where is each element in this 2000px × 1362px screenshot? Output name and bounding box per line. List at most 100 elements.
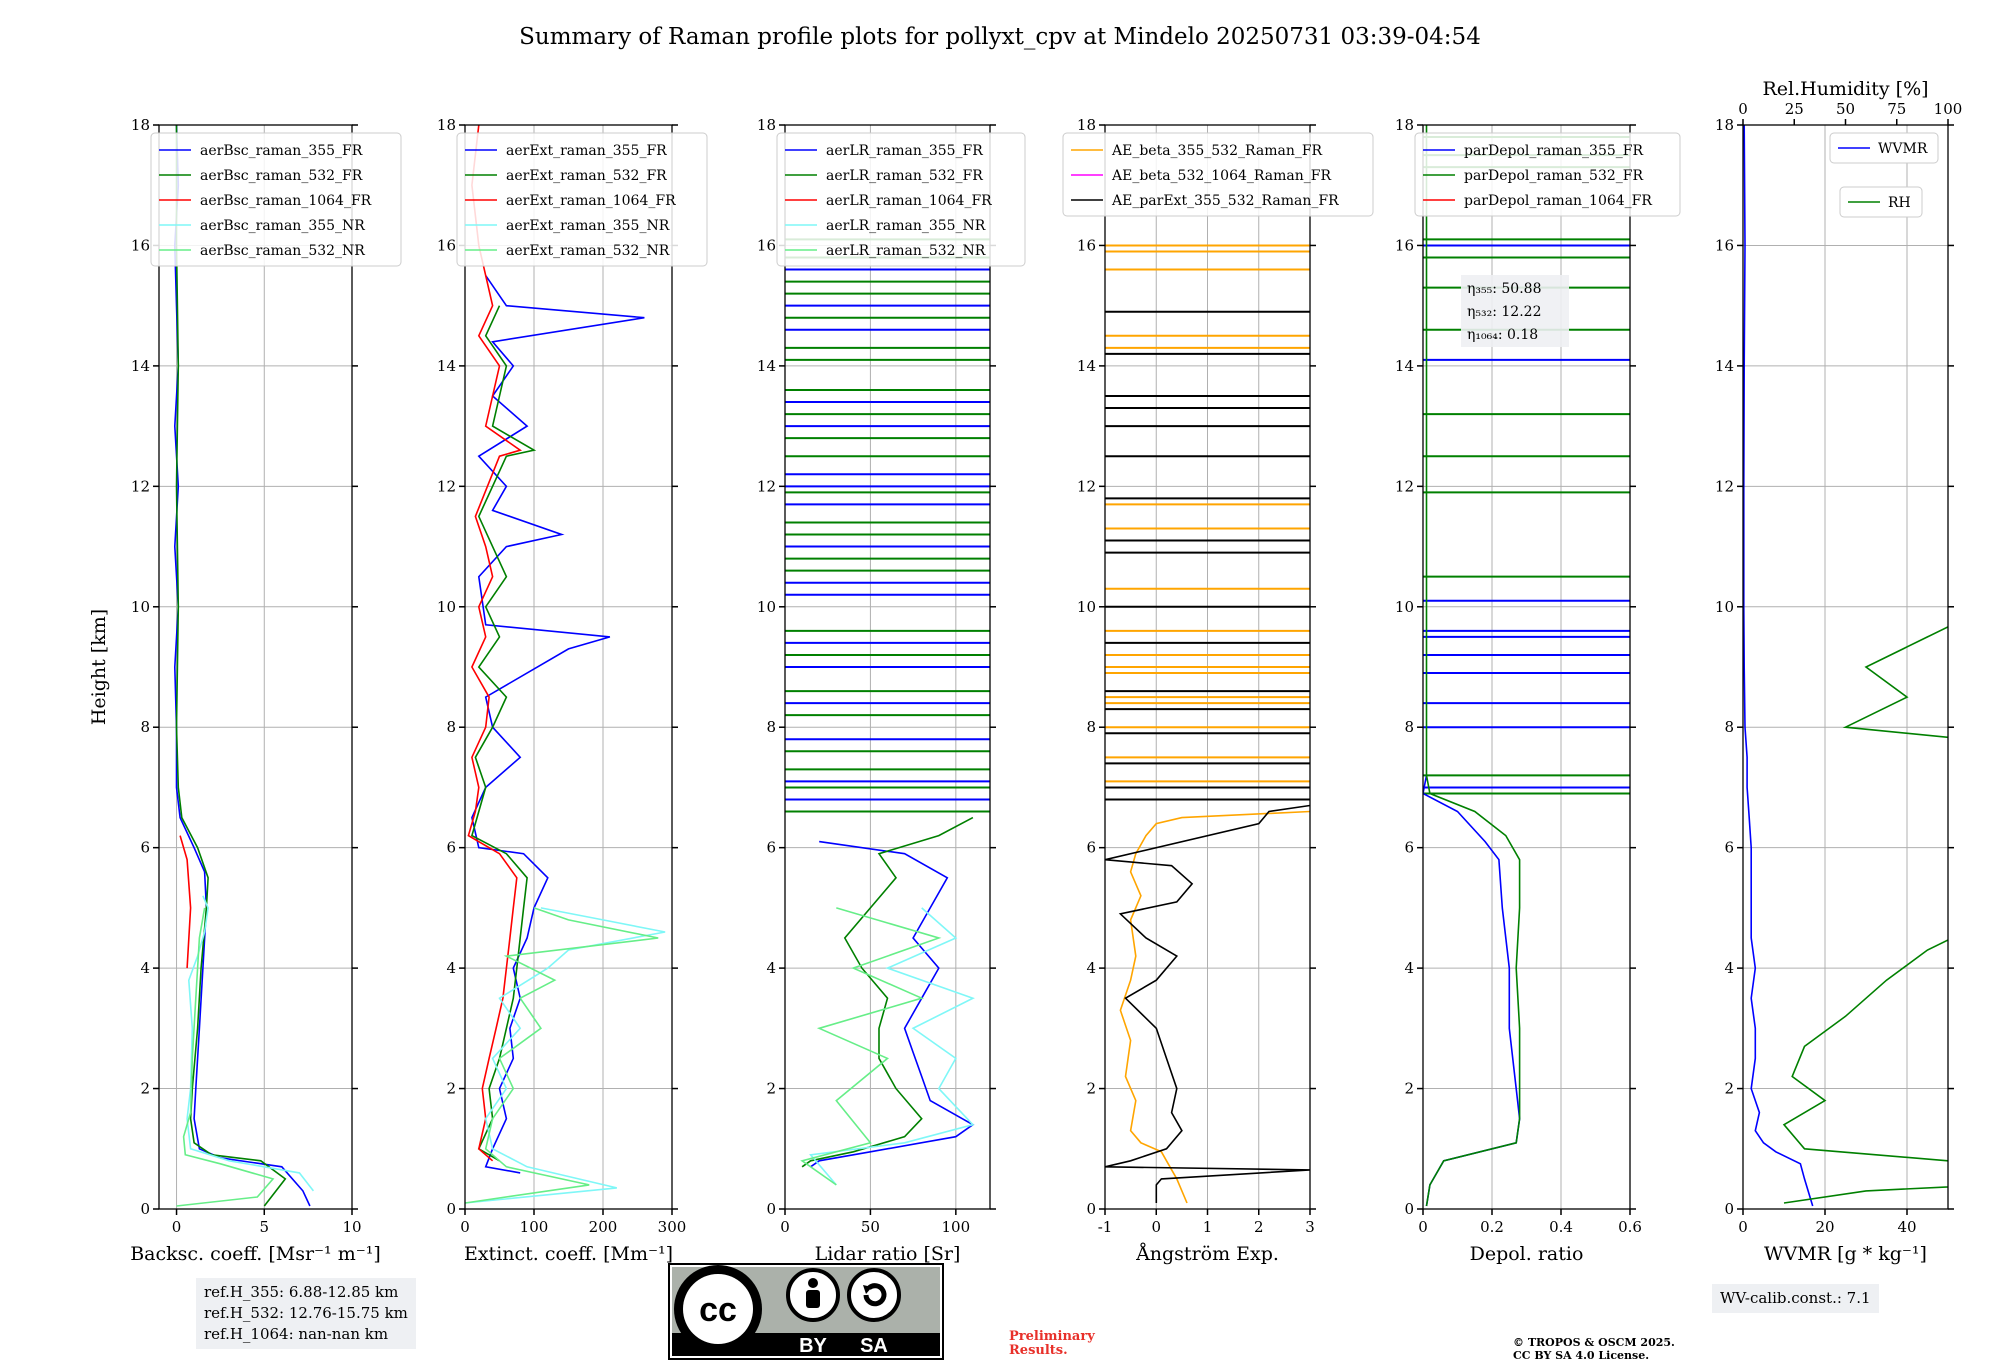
legend-label: aerLR_raman_355_NR	[826, 218, 986, 234]
series-aerLR_raman_355_FR	[810, 840, 975, 1168]
x2-tick-label: 75	[1887, 100, 1906, 118]
y-tick-label: 10	[1077, 598, 1096, 616]
y-tick-label: 8	[1724, 718, 1734, 736]
x-axis-label: WVMR [g * kg⁻¹]	[1764, 1243, 1927, 1265]
x-tick-label: 100	[520, 1218, 549, 1236]
y-tick-label: 8	[1404, 718, 1414, 736]
reference-height-note: ref.H_355: 6.88-12.85 km ref.H_532: 12.7…	[196, 1278, 416, 1349]
refh-532: ref.H_532: 12.76-15.75 km	[204, 1304, 408, 1322]
plot-area-lr	[785, 238, 990, 1186]
wv-calib-const: WV-calib.const.: 7.1	[1720, 1289, 1871, 1307]
y-tick-label: 8	[1086, 718, 1096, 736]
y-tick-label: 12	[1395, 477, 1414, 495]
annotation-line: η₃₅₅: 50.88	[1467, 281, 1541, 297]
x-tick-label: 40	[1897, 1218, 1916, 1236]
legend-depol: parDepol_raman_355_FR parDepol_raman_532_…	[1414, 132, 1681, 217]
y-tick-label: 4	[140, 959, 150, 977]
y-tick-label: 14	[1395, 357, 1414, 375]
y-tick-label: 4	[766, 959, 776, 977]
legend-label: aerLR_raman_532_NR	[826, 243, 986, 259]
x-axis-label: Ångström Exp.	[1135, 1243, 1279, 1265]
axes-frame	[784, 124, 991, 1210]
y-tick-label: 10	[1395, 598, 1414, 616]
copyright-note: © TROPOS & OSCM 2025. CC BY SA 4.0 Licen…	[1513, 1336, 1675, 1362]
y-tick-label: 4	[1404, 959, 1414, 977]
series-aerBsc_raman_532_FR	[175, 125, 287, 1207]
series-aerExt_raman_355_NR	[465, 907, 666, 1204]
y-tick-label: 12	[1077, 477, 1096, 495]
legend-rh: RH	[1839, 186, 1923, 218]
y-tick-label: 0	[446, 1200, 456, 1218]
axes-frame	[1422, 124, 1631, 1210]
by-label: BY	[799, 1335, 827, 1357]
x-tick-label: 5	[259, 1218, 269, 1236]
y-tick-label: 8	[446, 718, 456, 736]
legend-label: RH	[1888, 195, 1911, 211]
x-axis-label: Extinct. coeff. [Mm⁻¹]	[464, 1243, 673, 1265]
y-tick-label: 2	[1724, 1080, 1734, 1098]
y-tick-label: 8	[766, 718, 776, 736]
series-aerBsc_raman_1064_FR	[179, 835, 192, 969]
sa-share-icon	[847, 1268, 901, 1322]
y-tick-label: 0	[766, 1200, 776, 1218]
legend-ae: AE_beta_355_532_Raman_FR AE_beta_532_1064…	[1062, 132, 1374, 217]
y-tick-label: 18	[437, 116, 456, 134]
x-tick-label: -1	[1098, 1218, 1113, 1236]
x-tick-label: 0	[1418, 1218, 1428, 1236]
y-tick-label: 0	[140, 1200, 150, 1218]
preliminary-line-1: Preliminary	[1009, 1329, 1095, 1344]
y-tick-label: 18	[1077, 116, 1096, 134]
series-parDepol_raman_355_FR	[1423, 775, 1521, 1207]
x-axis-label: Lidar ratio [Sr]	[815, 1243, 961, 1265]
y-tick-label: 2	[446, 1080, 456, 1098]
x-tick-label: 0.4	[1549, 1218, 1573, 1236]
x-axis-label: Backsc. coeff. [Msr⁻¹ m⁻¹]	[130, 1243, 381, 1265]
y-tick-label: 14	[757, 357, 776, 375]
x-tick-label: 0	[172, 1218, 182, 1236]
x-tick-label: 1	[1203, 1218, 1213, 1236]
panel-wv: 0 20 40 0 2 4 6 8 10 12 14 16 18 WVMR [g * kg⁻¹] 0 25 50…	[1715, 78, 1962, 1265]
y-tick-label: 14	[437, 357, 456, 375]
cc-by-sa-badge: cc BY SA	[668, 1263, 944, 1360]
x-tick-label: 0.6	[1618, 1218, 1642, 1236]
x-tick-label: 100	[942, 1218, 971, 1236]
x-tick-label: 3	[1305, 1218, 1315, 1236]
figure-title: Summary of Raman profile plots for polly…	[519, 24, 1481, 50]
legend-label: parDepol_raman_532_FR	[1464, 168, 1643, 184]
y-tick-label: 2	[766, 1080, 776, 1098]
legend-label: aerExt_raman_1064_FR	[506, 193, 676, 209]
series-aerExt_raman_1064_FR	[467, 125, 523, 1162]
y-tick-label: 10	[1715, 598, 1734, 616]
axes-frame	[1742, 124, 1949, 1210]
y-tick-label: 16	[757, 236, 776, 254]
x-tick-label: 0.2	[1480, 1218, 1504, 1236]
panel-depol: 0 0.2 0.4 0.6 0 2 4 6 8 10 12 14 16 18 Depol. ratio par…	[1395, 116, 1681, 1265]
legend-label: WVMR	[1878, 141, 1928, 157]
series-parDepol_raman_532_FR	[1425, 125, 1521, 1207]
x-axis-label: Depol. ratio	[1470, 1243, 1584, 1265]
y-tick-label: 12	[757, 477, 776, 495]
annotation-line: η₁₀₆₄: 0.18	[1467, 327, 1538, 343]
legend-label: aerBsc_raman_532_FR	[200, 168, 363, 184]
x-tick-label: 10	[342, 1218, 361, 1236]
series-aerLR_raman_355_NR	[809, 907, 975, 1186]
series-aerExt_raman_355_FR	[471, 275, 645, 1174]
plot-area-ext	[465, 125, 666, 1204]
legend-wvmr: WVMR	[1829, 132, 1939, 164]
y-tick-label: 18	[1715, 116, 1734, 134]
panel-ext: 0 100 200 300 0 2 4 6 8 10 12 14 16 18 Extinct. coeff.…	[437, 116, 708, 1265]
y-tick-label: 4	[446, 959, 456, 977]
series-aerLR_raman_532_NR	[800, 907, 942, 1186]
y-tick-label: 2	[1086, 1080, 1096, 1098]
plot-area-bsc	[173, 125, 315, 1207]
sa-label: SA	[860, 1335, 888, 1357]
y-tick-label: 12	[437, 477, 456, 495]
y-tick-label: 18	[757, 116, 776, 134]
series-RH	[1782, 625, 1948, 1204]
legend-label: AE_beta_532_1064_Raman_FR	[1111, 168, 1331, 184]
legend-label: aerLR_raman_355_FR	[826, 143, 983, 159]
legend-label: parDepol_raman_355_FR	[1464, 143, 1643, 159]
y-tick-label: 18	[1395, 116, 1414, 134]
series-aerBsc_raman_355_FR	[173, 125, 311, 1207]
